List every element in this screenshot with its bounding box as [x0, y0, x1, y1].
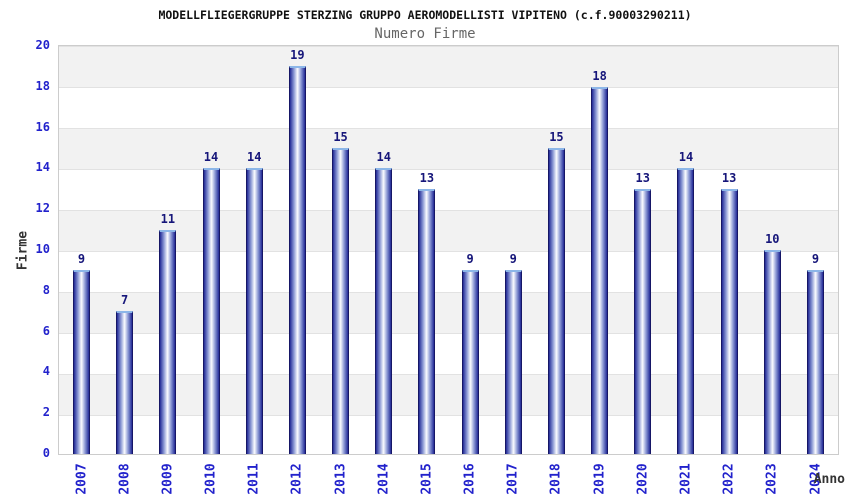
x-tick-label: 2013 — [333, 463, 349, 495]
bar — [375, 168, 393, 454]
x-tick-label: 2022 — [721, 463, 737, 495]
x-tick-label: 2014 — [376, 463, 392, 495]
y-tick-label: 8 — [42, 282, 50, 297]
bar-value-label: 7 — [121, 293, 129, 308]
y-tick-label: 4 — [42, 364, 50, 379]
x-tick-label: 2018 — [548, 463, 564, 495]
bar-value-label: 13 — [419, 170, 435, 185]
y-tick-label: 16 — [35, 119, 50, 134]
bar — [504, 270, 522, 454]
bar — [807, 270, 824, 454]
x-tick-label: 2015 — [419, 463, 435, 495]
bar-value-label: 9 — [77, 252, 86, 267]
bar — [418, 188, 436, 454]
y-tick-label: 18 — [35, 78, 50, 93]
x-tick-label: 2011 — [246, 463, 262, 495]
bar-value-label: 14 — [246, 150, 262, 165]
bar — [763, 250, 781, 454]
x-tick-label: 2008 — [117, 463, 133, 495]
x-tick-label: 2007 — [74, 463, 89, 495]
y-tick-label: 20 — [35, 38, 50, 52]
bar — [288, 66, 306, 454]
bar-value-label: 15 — [333, 130, 348, 144]
bar-value-label: 9 — [466, 252, 474, 267]
x-tick-label: 2019 — [592, 463, 608, 495]
bar — [720, 188, 738, 454]
bar — [634, 188, 652, 454]
bar-value-label: 9 — [509, 252, 517, 267]
bar-value-label: 14 — [678, 150, 694, 165]
x-tick-label: 2021 — [678, 463, 694, 495]
chart-title: MODELLFLIEGERGRUPPE STERZING GRUPPO AERO… — [158, 8, 692, 22]
bar — [159, 229, 177, 454]
bar — [116, 311, 134, 454]
x-axis-title: Anno — [813, 472, 845, 487]
y-tick-label: 0 — [42, 446, 50, 460]
x-tick-label: 2012 — [289, 463, 305, 495]
bar — [677, 168, 695, 454]
bar-value-label: 18 — [592, 68, 607, 83]
bar-value-label: 13 — [721, 170, 737, 185]
bar-value-label: 14 — [376, 150, 391, 165]
bar-value-label: 15 — [549, 130, 564, 144]
x-tick-label: 2020 — [635, 463, 651, 495]
bar — [245, 168, 263, 454]
x-tick-label: 2009 — [160, 463, 176, 495]
x-tick-label: 2016 — [462, 463, 478, 495]
bar-value-label: 10 — [765, 232, 780, 246]
y-tick-label: 10 — [35, 242, 50, 256]
bar-value-label: 19 — [290, 48, 305, 63]
chart-subtitle: Numero Firme — [374, 26, 476, 42]
y-tick-label: 6 — [42, 323, 50, 338]
bar-value-label: 13 — [635, 170, 650, 185]
y-tick-label: 12 — [35, 201, 50, 216]
bar — [332, 148, 350, 454]
bar-value-label: 11 — [160, 211, 176, 226]
x-tick-label: 2023 — [764, 463, 780, 495]
bar — [461, 270, 479, 454]
bar — [202, 168, 220, 454]
y-tick-label: 14 — [35, 160, 50, 175]
x-tick-label: 2017 — [505, 463, 521, 495]
bar — [73, 270, 90, 454]
y-tick-label: 2 — [42, 405, 50, 420]
bar — [591, 86, 609, 454]
plot-area: 9 7 11 14 14 19 15 14 13 9 9 15 18 13 14 13 10 9 — [58, 45, 839, 455]
x-tick-label: 2010 — [203, 463, 219, 495]
bar — [547, 148, 565, 454]
bar-value-label: 14 — [203, 150, 219, 165]
bar-value-label: 9 — [811, 252, 820, 267]
